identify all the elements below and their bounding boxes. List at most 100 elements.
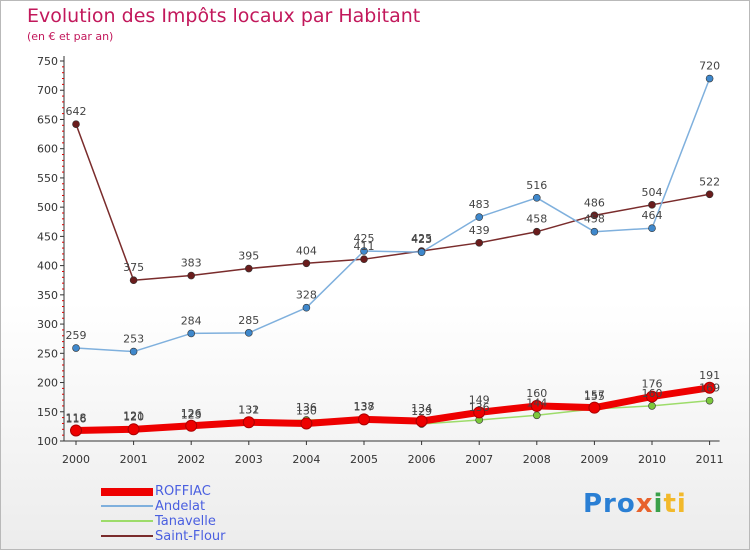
data-point-andelat <box>360 247 368 255</box>
data-point-roffiac <box>127 423 140 436</box>
data-label-roffiac: 191 <box>699 369 720 382</box>
data-label-roffiac: 134 <box>411 402 432 415</box>
data-point-saint-flour <box>590 211 599 220</box>
x-tick-label: 2001 <box>120 453 148 466</box>
x-tick-label: 2006 <box>408 453 436 466</box>
series-lines <box>75 78 711 434</box>
x-tick-label: 2009 <box>580 453 608 466</box>
chart-subtitle: (en € et par an) <box>27 30 114 43</box>
data-label-roffiac: 131 <box>238 403 259 416</box>
data-label-andelat: 464 <box>642 209 663 222</box>
data-label-tanavelle: 136 <box>296 401 317 414</box>
data-point-saint-flour <box>129 276 138 285</box>
data-point-andelat <box>648 224 656 232</box>
y-tick-label: 450 <box>37 230 58 243</box>
y-tick-label: 600 <box>37 143 58 156</box>
data-point-andelat <box>590 227 599 236</box>
data-point-saint-flour <box>72 120 80 128</box>
data-label-roffiac: 126 <box>181 407 202 420</box>
data-label-saint-flour: 522 <box>699 175 720 188</box>
data-label-roffiac: 118 <box>66 411 87 424</box>
data-point-andelat <box>532 194 541 202</box>
data-label-tanavelle: 121 <box>123 410 144 423</box>
data-point-andelat <box>302 303 311 312</box>
data-point-roffiac <box>70 424 82 437</box>
data-label-tanavelle: 132 <box>238 403 259 416</box>
data-point-roffiac <box>300 417 313 430</box>
data-point-roffiac <box>588 401 601 414</box>
x-tick-label: 2003 <box>235 453 263 466</box>
data-point-saint-flour <box>360 255 368 263</box>
series-line-roffiac <box>75 384 711 434</box>
data-label-tanavelle: 169 <box>699 382 720 395</box>
y-tick-label: 300 <box>37 318 58 331</box>
series-line-andelat <box>75 78 711 353</box>
data-label-andelat: 720 <box>699 60 720 73</box>
data-point-andelat <box>187 329 195 338</box>
data-point-andelat <box>129 347 138 356</box>
data-label-saint-flour: 486 <box>584 196 605 209</box>
data-label-roffiac: 160 <box>526 387 547 400</box>
data-label-roffiac: 157 <box>584 389 605 402</box>
data-label-tanavelle: 116 <box>66 413 87 426</box>
x-tick-label: 2008 <box>523 453 551 466</box>
data-point-saint-flour <box>302 259 311 268</box>
x-tick-label: 2011 <box>696 453 724 466</box>
data-label-saint-flour: 395 <box>238 250 259 263</box>
data-point-saint-flour <box>245 264 253 273</box>
logo-part-i: i <box>653 489 664 519</box>
x-tick-label: 2004 <box>292 453 320 466</box>
x-tick-label: 2010 <box>638 453 666 466</box>
data-label-roffiac: 176 <box>642 378 663 391</box>
y-tick-label: 550 <box>37 172 58 185</box>
data-label-tanavelle: 160 <box>642 387 663 400</box>
data-point-roffiac <box>358 413 370 426</box>
data-label-saint-flour: 411 <box>354 240 375 253</box>
data-point-roffiac <box>415 415 428 428</box>
x-tick-label: 2002 <box>177 453 205 466</box>
x-tick-label: 2007 <box>465 453 493 466</box>
data-point-andelat <box>417 248 426 256</box>
data-label-tanavelle: 136 <box>469 401 490 414</box>
data-label-saint-flour: 383 <box>181 257 202 270</box>
legend-label-tanavelle: Tanavelle <box>155 514 216 529</box>
logo-part-pro: Pro <box>583 489 636 519</box>
data-point-roffiac <box>185 419 198 432</box>
y-tick-label: 700 <box>37 84 58 97</box>
data-label-andelat: 425 <box>354 232 375 245</box>
y-tick-label: 250 <box>37 347 58 360</box>
y-tick-label: 400 <box>37 260 58 273</box>
data-point-roffiac <box>473 406 486 419</box>
legend-item-saint-flour: Saint-Flour <box>101 529 301 545</box>
y-tick-label: 150 <box>37 406 58 419</box>
x-tick-label: 2005 <box>350 453 378 466</box>
axes: 100 150 200 250 300 350 400 450 500 550 600 650 700 7… <box>37 55 724 466</box>
data-label-andelat: 285 <box>238 314 259 327</box>
data-label-saint-flour: 439 <box>469 224 490 237</box>
data-label-saint-flour: 642 <box>66 105 87 118</box>
data-label-andelat: 328 <box>296 289 317 302</box>
legend-label-roffiac: ROFFIAC <box>155 484 211 499</box>
data-label-andelat: 423 <box>411 233 432 246</box>
data-point-tanavelle <box>648 402 656 410</box>
y-tick-label: 350 <box>37 289 58 302</box>
data-point-andelat <box>245 329 253 337</box>
data-label-tanavelle: 144 <box>526 396 547 409</box>
data-label-roffiac: 120 <box>123 410 144 423</box>
data-point-roffiac <box>242 416 255 429</box>
data-label-andelat: 259 <box>66 329 87 342</box>
legend-swatch-saint-flour <box>101 535 153 537</box>
y-tick-label: 200 <box>37 377 58 390</box>
data-point-saint-flour <box>648 201 656 209</box>
logo-part-x: x <box>635 489 654 519</box>
data-label-roffiac: 137 <box>354 400 375 413</box>
legend-label-saint-flour: Saint-Flour <box>155 529 226 544</box>
y-tick-label: 750 <box>37 55 58 68</box>
data-label-tanavelle: 155 <box>584 390 605 403</box>
data-point-andelat <box>72 344 80 352</box>
legend: ROFFIAC Andelat Tanavelle Saint-Flour <box>101 484 301 545</box>
data-label-saint-flour: 375 <box>123 261 144 274</box>
data-label-andelat: 458 <box>584 213 605 226</box>
